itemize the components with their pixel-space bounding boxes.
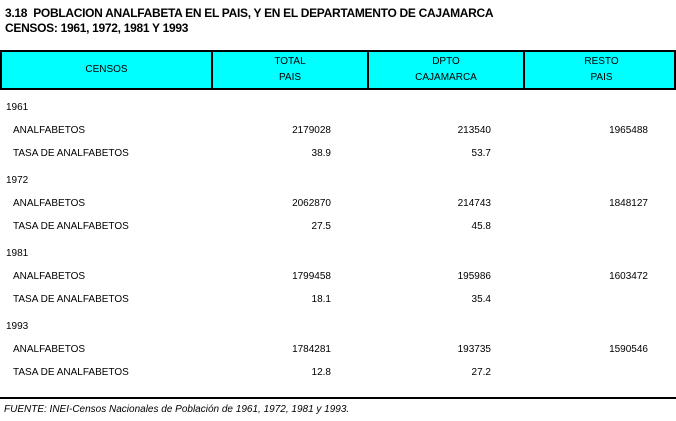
header-resto-line2: PAIS xyxy=(590,72,613,83)
header-cell-dpto-cajamarca: DPTO CAJAMARCA xyxy=(367,52,523,88)
value-resto-pais: 1965488 xyxy=(609,125,648,136)
year-label: 1993 xyxy=(6,321,29,332)
header-cell-censos: CENSOS xyxy=(2,52,211,88)
value-total-pais: 2179028 xyxy=(292,125,331,136)
value-total-pais: 1784281 xyxy=(292,344,331,355)
header-total-line1: TOTAL xyxy=(274,56,306,67)
data-row-analfabetos: ANALFABETOS 1799458 195986 1603472 xyxy=(0,265,676,288)
data-row-tasa: TASA DE ANALFABETOS 18.1 35.4 xyxy=(0,288,676,311)
value-dpto-cajamarca: 27.2 xyxy=(471,367,491,378)
value-resto-pais: 1848127 xyxy=(609,198,648,209)
value-dpto-cajamarca: 35.4 xyxy=(471,294,491,305)
value-dpto-cajamarca: 45.8 xyxy=(471,221,491,232)
row-label: TASA DE ANALFABETOS xyxy=(13,367,129,378)
source-note: FUENTE: INEI-Censos Nacionales de Poblac… xyxy=(4,404,350,415)
value-resto-pais xyxy=(521,288,676,311)
year-row: 1993 xyxy=(0,315,676,338)
census-section-1993: 1993 ANALFABETOS 1784281 193735 1590546 … xyxy=(0,315,676,384)
value-total-pais: 2062870 xyxy=(292,198,331,209)
row-label: TASA DE ANALFABETOS xyxy=(13,221,129,232)
page-title: 3.18 POBLACION ANALFABETA EN EL PAIS, Y … xyxy=(5,6,494,20)
header-cell-resto-pais: RESTO PAIS xyxy=(523,52,676,88)
header-cell-total-pais: TOTAL PAIS xyxy=(211,52,367,88)
value-dpto-cajamarca: 193735 xyxy=(457,344,491,355)
page-subtitle: CENSOS: 1961, 1972, 1981 Y 1993 xyxy=(5,21,189,35)
year-label: 1961 xyxy=(6,102,29,113)
value-resto-pais: 1603472 xyxy=(609,271,648,282)
table-body: 1961 ANALFABETOS 2179028 213540 1965488 … xyxy=(0,90,676,384)
header-censos-label: CENSOS xyxy=(85,64,128,75)
data-row-analfabetos: ANALFABETOS 2062870 214743 1848127 xyxy=(0,192,676,215)
year-label: 1981 xyxy=(6,248,29,259)
value-resto-pais xyxy=(521,142,676,165)
census-section-1972: 1972 ANALFABETOS 2062870 214743 1848127 … xyxy=(0,169,676,238)
row-label: TASA DE ANALFABETOS xyxy=(13,294,129,305)
data-row-analfabetos: ANALFABETOS 2179028 213540 1965488 xyxy=(0,119,676,142)
value-total-pais: 18.1 xyxy=(311,294,331,305)
data-row-tasa: TASA DE ANALFABETOS 12.8 27.2 xyxy=(0,361,676,384)
value-dpto-cajamarca: 53.7 xyxy=(471,148,491,159)
data-row-tasa: TASA DE ANALFABETOS 38.9 53.7 xyxy=(0,142,676,165)
census-section-1961: 1961 ANALFABETOS 2179028 213540 1965488 … xyxy=(0,96,676,165)
row-label: ANALFABETOS xyxy=(13,344,86,355)
header-total-line2: PAIS xyxy=(278,72,302,83)
header-resto-line1: RESTO xyxy=(584,56,619,67)
row-label: ANALFABETOS xyxy=(13,271,86,282)
title-block: 3.18 POBLACION ANALFABETA EN EL PAIS, Y … xyxy=(0,0,676,36)
value-resto-pais xyxy=(521,215,676,238)
value-resto-pais: 1590546 xyxy=(609,344,648,355)
value-total-pais: 27.5 xyxy=(311,221,331,232)
year-label: 1972 xyxy=(6,175,29,186)
year-row: 1972 xyxy=(0,169,676,192)
row-label: ANALFABETOS xyxy=(13,198,86,209)
year-row: 1981 xyxy=(0,242,676,265)
row-label: ANALFABETOS xyxy=(13,125,86,136)
data-row-tasa: TASA DE ANALFABETOS 27.5 45.8 xyxy=(0,215,676,238)
header-dpto-line2: CAJAMARCA xyxy=(415,72,477,83)
table-header-row: CENSOS TOTAL PAIS DPTO CAJAMARCA RESTO P… xyxy=(0,50,676,90)
value-total-pais: 1799458 xyxy=(292,271,331,282)
data-row-analfabetos: ANALFABETOS 1784281 193735 1590546 xyxy=(0,338,676,361)
footer: FUENTE: INEI-Censos Nacionales de Poblac… xyxy=(0,397,676,417)
row-label: TASA DE ANALFABETOS xyxy=(13,148,129,159)
header-dpto-line1: DPTO xyxy=(432,56,460,67)
census-section-1981: 1981 ANALFABETOS 1799458 195986 1603472 … xyxy=(0,242,676,311)
value-resto-pais xyxy=(521,361,676,384)
value-dpto-cajamarca: 195986 xyxy=(457,271,491,282)
value-dpto-cajamarca: 214743 xyxy=(457,198,491,209)
year-row: 1961 xyxy=(0,96,676,119)
value-dpto-cajamarca: 213540 xyxy=(457,125,491,136)
value-total-pais: 38.9 xyxy=(311,148,331,159)
value-total-pais: 12.8 xyxy=(311,367,331,378)
